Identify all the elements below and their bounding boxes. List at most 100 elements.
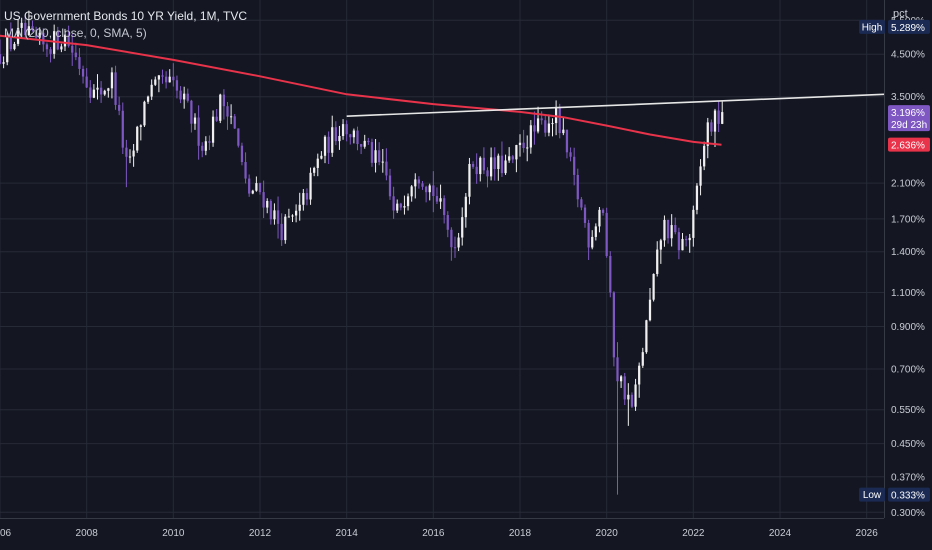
candle-body[interactable] [2, 62, 5, 64]
candle-body[interactable] [327, 136, 330, 153]
candle-body[interactable] [132, 150, 135, 157]
candle-body[interactable] [385, 161, 388, 176]
candle-body[interactable] [273, 210, 276, 220]
candle-body[interactable] [269, 201, 272, 220]
candle-body[interactable] [323, 136, 327, 156]
candle-body[interactable] [536, 118, 540, 132]
candle-body[interactable] [237, 128, 240, 146]
candle-body[interactable] [684, 238, 688, 241]
candle-body[interactable] [85, 76, 88, 88]
candle-body[interactable] [208, 141, 211, 143]
candle-body[interactable] [381, 161, 384, 163]
candle-body[interactable] [424, 186, 428, 193]
candle-body[interactable] [27, 26, 31, 36]
candle-body[interactable] [504, 160, 507, 174]
candle-body[interactable] [670, 225, 673, 239]
candle-body[interactable] [497, 155, 500, 169]
candle-body[interactable] [359, 144, 363, 147]
candle-body[interactable] [186, 93, 189, 101]
candle-body[interactable] [439, 198, 442, 202]
candle-body[interactable] [392, 196, 395, 211]
candle-body[interactable] [641, 352, 644, 366]
candle-body[interactable] [157, 75, 161, 80]
candle-body[interactable] [616, 357, 619, 382]
candle-body[interactable] [370, 142, 374, 163]
candle-body[interactable] [356, 130, 359, 145]
candle-body[interactable] [81, 68, 85, 77]
symbol-title[interactable]: US Government Bonds 10 YR Yield, 1M, TVC [4, 9, 248, 23]
candle-body[interactable] [309, 172, 312, 200]
candle-body[interactable] [67, 34, 70, 46]
candle-body[interactable] [190, 100, 193, 124]
candle-body[interactable] [154, 79, 157, 85]
candle-body[interactable] [428, 185, 431, 193]
candle-body[interactable] [139, 125, 142, 127]
candle-body[interactable] [623, 376, 626, 400]
candle-body[interactable] [262, 192, 265, 208]
candle-body[interactable] [388, 175, 392, 197]
candle-body[interactable] [6, 37, 9, 63]
candle-body[interactable] [45, 44, 49, 50]
candle-body[interactable] [630, 394, 634, 407]
candle-body[interactable] [435, 196, 439, 202]
candle-body[interactable] [558, 108, 561, 134]
candle-body[interactable] [681, 238, 684, 251]
candle-body[interactable] [706, 122, 709, 146]
candle-body[interactable] [175, 80, 179, 91]
candle-body[interactable] [598, 209, 601, 227]
candle-body[interactable] [374, 150, 377, 163]
candle-body[interactable] [118, 104, 121, 111]
candle-body[interactable] [562, 129, 565, 134]
candle-body[interactable] [576, 174, 579, 200]
candle-body[interactable] [248, 178, 251, 194]
candle-body[interactable] [580, 199, 583, 208]
candle-body[interactable] [717, 110, 720, 124]
candle-body[interactable] [284, 216, 287, 241]
candle-body[interactable] [638, 365, 641, 385]
candle-body[interactable] [150, 84, 153, 97]
candle-body[interactable] [0, 54, 2, 64]
candle-body[interactable] [464, 196, 467, 218]
candle-body[interactable] [399, 203, 402, 208]
candle-body[interactable] [594, 226, 597, 237]
candle-body[interactable] [287, 216, 291, 218]
candle-body[interactable] [168, 76, 171, 83]
candle-body[interactable] [634, 384, 637, 407]
candle-body[interactable] [533, 125, 536, 132]
candle-body[interactable] [482, 157, 486, 171]
candle-body[interactable] [432, 185, 435, 197]
candle-body[interactable] [666, 219, 670, 239]
candle-body[interactable] [143, 101, 146, 126]
candle-body[interactable] [547, 123, 551, 133]
candle-body[interactable] [229, 116, 233, 118]
candle-body[interactable] [219, 94, 222, 121]
candle-body[interactable] [258, 183, 262, 193]
candle-body[interactable] [403, 206, 406, 208]
candle-body[interactable] [193, 117, 197, 124]
candle-body[interactable] [172, 76, 175, 81]
moving-average-line[interactable] [0, 34, 722, 146]
candle-body[interactable] [211, 116, 215, 143]
candle-body[interactable] [125, 147, 128, 157]
candle-body[interactable] [656, 249, 659, 274]
candle-body[interactable] [699, 166, 702, 186]
candle-body[interactable] [179, 90, 182, 100]
candle-body[interactable] [266, 201, 269, 208]
candle-body[interactable] [493, 157, 496, 169]
candle-body[interactable] [294, 210, 298, 216]
candle-body[interactable] [479, 157, 482, 175]
candle-body[interactable] [20, 22, 23, 28]
candle-body[interactable] [591, 236, 594, 248]
candle-body[interactable] [31, 26, 34, 30]
candle-body[interactable] [486, 170, 489, 177]
candle-body[interactable] [341, 124, 345, 137]
candle-body[interactable] [663, 219, 666, 241]
candle-body[interactable] [471, 163, 475, 167]
candle-body[interactable] [688, 237, 691, 241]
candle-body[interactable] [457, 237, 460, 248]
candle-body[interactable] [489, 157, 493, 177]
candle-body[interactable] [136, 126, 139, 151]
candle-body[interactable] [569, 152, 572, 157]
candle-body[interactable] [421, 183, 424, 187]
